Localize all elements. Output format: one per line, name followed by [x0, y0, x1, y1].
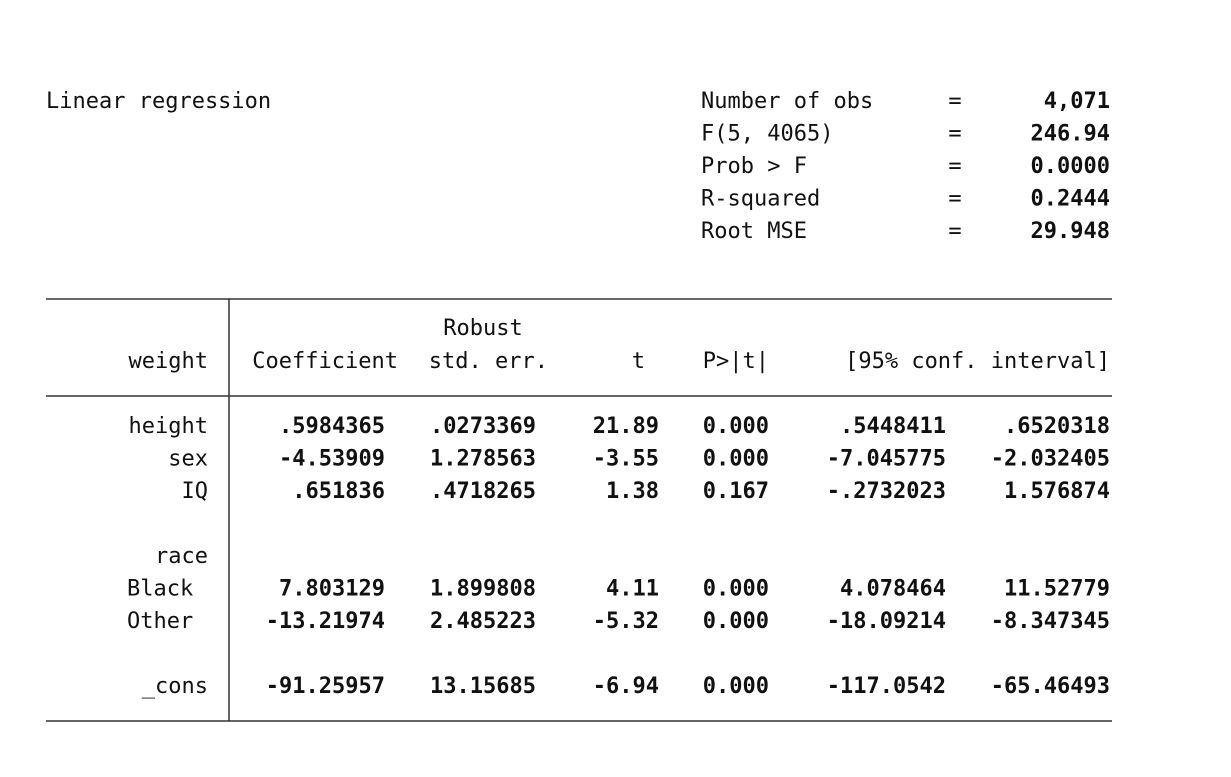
cell-value: 1.278563	[430, 447, 536, 472]
stat-value: 0.0000	[1031, 154, 1110, 179]
cell-value: .5984365	[279, 414, 385, 439]
row-label: sex	[168, 447, 208, 472]
stat-sign: =	[948, 154, 961, 179]
level-label: Other	[127, 609, 193, 634]
stat-value: 4,071	[1044, 89, 1110, 114]
column-header: Coefficient	[252, 349, 398, 374]
row-label: race	[155, 544, 208, 569]
cell-value: -18.09214	[827, 609, 946, 634]
cell-value: 13.15685	[430, 674, 536, 699]
row-label: IQ	[182, 479, 209, 504]
stat-sign: =	[948, 89, 961, 114]
se-note: Robust	[443, 316, 522, 341]
cell-value: .5448411	[840, 414, 946, 439]
column-header: std. err.	[429, 349, 548, 374]
cell-value: -13.21974	[266, 609, 385, 634]
cell-value: 1.38	[606, 479, 659, 504]
cell-value: -91.25957	[266, 674, 385, 699]
stat-sign: =	[948, 187, 961, 212]
row-label: height	[129, 414, 208, 439]
cell-value: 0.000	[703, 414, 769, 439]
cell-value: 0.000	[703, 447, 769, 472]
column-header: t	[632, 349, 645, 374]
cell-value: 0.000	[703, 674, 769, 699]
cell-value: 11.52779	[1004, 577, 1110, 602]
cell-value: 0.000	[703, 577, 769, 602]
cell-value: .4718265	[430, 479, 536, 504]
depvar: weight	[129, 349, 208, 374]
row-label: _cons	[142, 674, 208, 699]
stat-label: Number of obs	[701, 89, 873, 114]
cell-value: -4.53909	[279, 447, 385, 472]
stat-value: 29.948	[1031, 219, 1110, 244]
cell-value: .6520318	[1004, 414, 1110, 439]
cell-value: -5.32	[593, 609, 659, 634]
cell-value: -7.045775	[827, 447, 946, 472]
stat-value: 0.2444	[1031, 187, 1110, 212]
title: Linear regression	[46, 89, 271, 114]
cell-value: 2.485223	[430, 609, 536, 634]
cell-value: -8.347345	[991, 609, 1110, 634]
cell-value: 0.167	[703, 479, 769, 504]
cell-value: .651836	[292, 479, 385, 504]
cell-value: -3.55	[593, 447, 659, 472]
cell-value: .0273369	[430, 414, 536, 439]
cell-value: 4.078464	[840, 577, 946, 602]
cell-value: -2.032405	[991, 447, 1110, 472]
stat-label: Root MSE	[701, 219, 807, 244]
cell-value: -65.46493	[991, 674, 1110, 699]
stat-sign: =	[948, 122, 961, 147]
column-header: P>|t|	[703, 349, 769, 374]
cell-value: 21.89	[593, 414, 659, 439]
cell-value: 7.803129	[279, 577, 385, 602]
level-label: Black	[127, 577, 193, 602]
column-header: [95% conf. interval]	[845, 349, 1110, 374]
stat-label: R-squared	[701, 187, 820, 212]
stat-label: F(5, 4065)	[701, 122, 833, 147]
cell-value: -.2732023	[827, 479, 946, 504]
stat-sign: =	[948, 219, 961, 244]
cell-value: 1.899808	[430, 577, 536, 602]
stat-value: 246.94	[1031, 122, 1110, 147]
cell-value: 1.576874	[1004, 479, 1110, 504]
stat-label: Prob > F	[701, 154, 807, 179]
cell-value: 4.11	[606, 577, 659, 602]
cell-value: -6.94	[593, 674, 659, 699]
cell-value: -117.0542	[827, 674, 946, 699]
cell-value: 0.000	[703, 609, 769, 634]
